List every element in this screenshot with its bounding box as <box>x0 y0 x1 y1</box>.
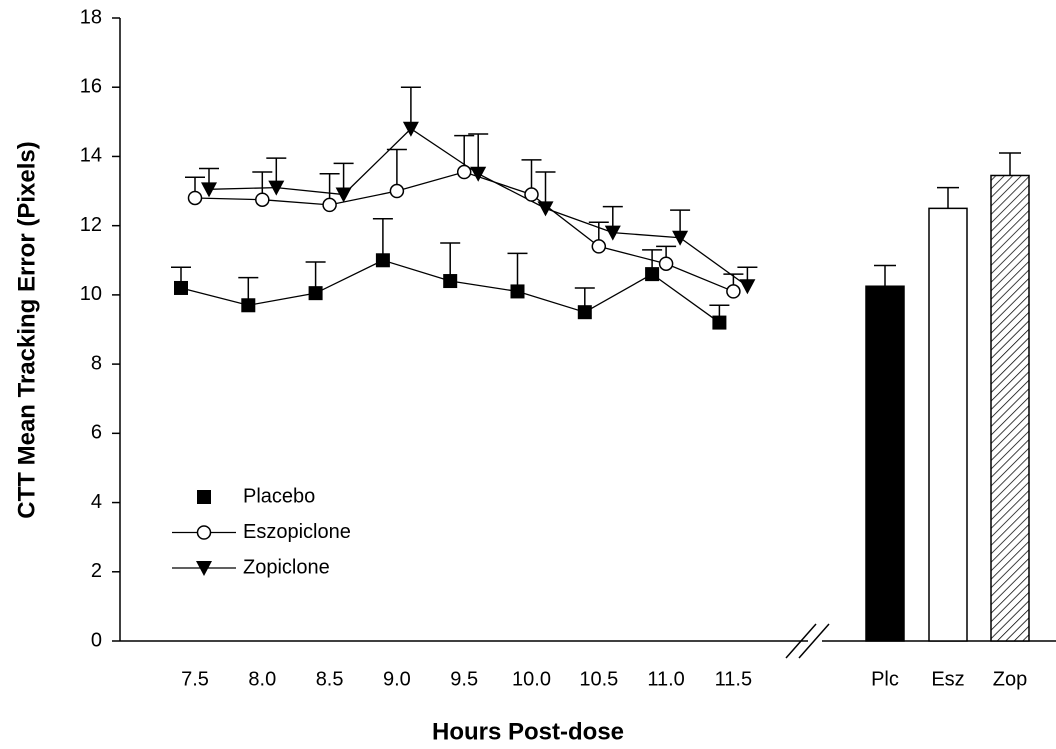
marker <box>456 164 472 180</box>
marker <box>739 279 756 295</box>
x-tick-label: 7.5 <box>181 668 209 690</box>
error-bar <box>937 186 959 209</box>
axis-break <box>785 623 817 659</box>
marker <box>537 201 554 217</box>
x-axis-title: Hours Post-dose <box>432 718 624 745</box>
x-tick-label: 11.5 <box>715 668 752 690</box>
x-tick-label: Plc <box>871 668 899 690</box>
y-tick-label: 0 <box>91 629 102 651</box>
y-tick-label: 12 <box>80 214 102 236</box>
error-bar <box>999 152 1021 176</box>
x-tick-label: 10.5 <box>579 668 618 690</box>
legend-label: Eszopiclone <box>243 521 351 543</box>
marker <box>402 121 419 137</box>
x-tick-label: 8.5 <box>316 668 344 690</box>
marker <box>645 267 660 282</box>
marker <box>241 298 256 313</box>
x-tick-label: Esz <box>931 668 964 690</box>
legend-label: Placebo <box>243 485 315 507</box>
x-tick-label: Zop <box>993 668 1027 690</box>
marker <box>658 256 674 271</box>
marker <box>577 305 592 320</box>
marker <box>389 183 405 199</box>
x-tick-label: 11.0 <box>647 668 684 690</box>
y-tick-label: 8 <box>91 352 102 374</box>
y-tick-label: 6 <box>91 422 102 444</box>
y-tick-label: 18 <box>80 6 102 28</box>
marker <box>174 280 188 295</box>
marker <box>375 253 390 268</box>
y-tick-label: 14 <box>80 145 102 167</box>
marker <box>201 182 217 198</box>
marker <box>524 187 539 202</box>
bar <box>990 174 1030 642</box>
marker <box>322 197 337 213</box>
marker <box>712 315 727 330</box>
marker <box>726 284 741 299</box>
marker <box>268 180 285 196</box>
y-tick-label: 4 <box>91 491 102 513</box>
marker <box>470 166 487 182</box>
marker <box>335 187 352 203</box>
marker <box>510 284 525 299</box>
x-tick-label: 9.0 <box>383 668 411 690</box>
error-bar <box>874 264 896 287</box>
marker <box>308 286 323 301</box>
legend-label: Zopiclone <box>243 556 330 578</box>
marker <box>443 274 458 289</box>
x-tick-label: 9.5 <box>450 668 478 690</box>
marker <box>187 190 203 206</box>
y-axis-title: CTT Mean Tracking Error (Pixels) <box>13 141 40 518</box>
marker <box>604 225 621 241</box>
marker <box>591 239 607 254</box>
x-tick-label: 8.0 <box>248 668 276 690</box>
marker <box>255 192 270 207</box>
legend-marker <box>197 490 211 504</box>
legend-marker <box>196 525 212 540</box>
y-tick-label: 16 <box>80 76 102 98</box>
axis-break <box>798 623 830 659</box>
legend-marker <box>196 561 212 576</box>
y-tick-label: 2 <box>91 560 102 582</box>
y-tick-label: 10 <box>80 283 102 305</box>
bar <box>928 207 968 642</box>
bar <box>865 285 905 642</box>
x-tick-label: 10.0 <box>512 668 551 690</box>
marker <box>672 230 689 246</box>
